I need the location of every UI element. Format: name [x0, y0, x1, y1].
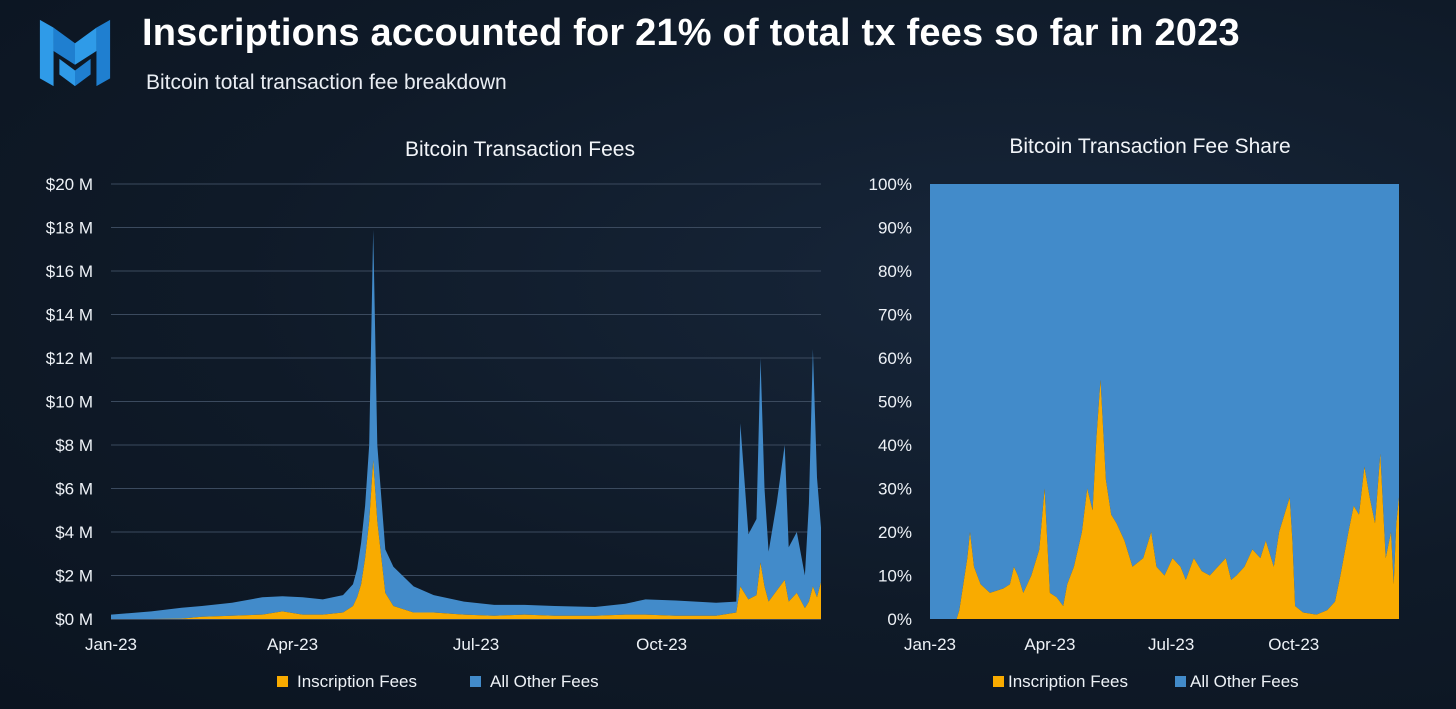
y-tick-label: $18 M	[46, 219, 93, 238]
y-tick-label: 40%	[878, 436, 912, 455]
y-tick-label: 10%	[878, 567, 912, 586]
legend-label-inscription: Inscription Fees	[1008, 672, 1128, 691]
legend-label-other: All Other Fees	[490, 672, 599, 691]
y-tick-label: 80%	[878, 262, 912, 281]
y-tick-label: $6 M	[55, 480, 93, 499]
y-tick-label: $14 M	[46, 306, 93, 325]
y-tick-label: 90%	[878, 219, 912, 238]
y-tick-label: 50%	[878, 393, 912, 412]
y-tick-label: $0 M	[55, 610, 93, 629]
page-subtitle: Bitcoin total transaction fee breakdown	[146, 71, 507, 94]
x-tick-label: Jul-23	[1148, 635, 1194, 654]
area-series-inscription-fees	[930, 379, 1399, 619]
fees-area-chart: Bitcoin Transaction Fees $0 M $2 M $4 M $6 …	[46, 138, 821, 691]
y-tick-label: 70%	[878, 306, 912, 325]
legend-swatch-other	[470, 676, 481, 687]
x-tick-label: Apr-23	[267, 635, 318, 654]
messari-logo	[39, 19, 111, 87]
legend-swatch-other	[1175, 676, 1186, 687]
x-tick-label: Apr-23	[1024, 635, 1075, 654]
y-tick-label: 0%	[887, 610, 912, 629]
y-tick-label: $12 M	[46, 349, 93, 368]
y-tick-label: $4 M	[55, 523, 93, 542]
y-tick-label: $2 M	[55, 567, 93, 586]
x-tick-label: Jan-23	[904, 635, 956, 654]
x-tick-label: Oct-23	[636, 635, 687, 654]
chart-title: Bitcoin Transaction Fees	[405, 138, 635, 161]
chart-title: Bitcoin Transaction Fee Share	[1009, 135, 1290, 158]
y-tick-label: $8 M	[55, 436, 93, 455]
x-tick-label: Jul-23	[453, 635, 499, 654]
legend-label-inscription: Inscription Fees	[297, 672, 417, 691]
y-tick-label: $16 M	[46, 262, 93, 281]
x-tick-label: Oct-23	[1268, 635, 1319, 654]
legend: Inscription Fees All Other Fees	[993, 672, 1299, 691]
area-series-all-other-fees	[111, 229, 821, 619]
legend: Inscription Fees All Other Fees	[277, 672, 599, 691]
y-tick-label: 20%	[878, 523, 912, 542]
y-tick-label: $10 M	[46, 393, 93, 412]
area-series-all-other-fees	[930, 184, 1399, 619]
y-tick-label: 60%	[878, 349, 912, 368]
legend-swatch-inscription	[993, 676, 1004, 687]
y-tick-label: $20 M	[46, 175, 93, 194]
legend-label-other: All Other Fees	[1190, 672, 1299, 691]
page-title: Inscriptions accounted for 21% of total …	[142, 12, 1240, 54]
y-tick-label: 30%	[878, 480, 912, 499]
area-series-inscription-fees	[111, 460, 821, 619]
y-tick-label: 100%	[869, 175, 912, 194]
legend-swatch-inscription	[277, 676, 288, 687]
x-tick-label: Jan-23	[85, 635, 137, 654]
